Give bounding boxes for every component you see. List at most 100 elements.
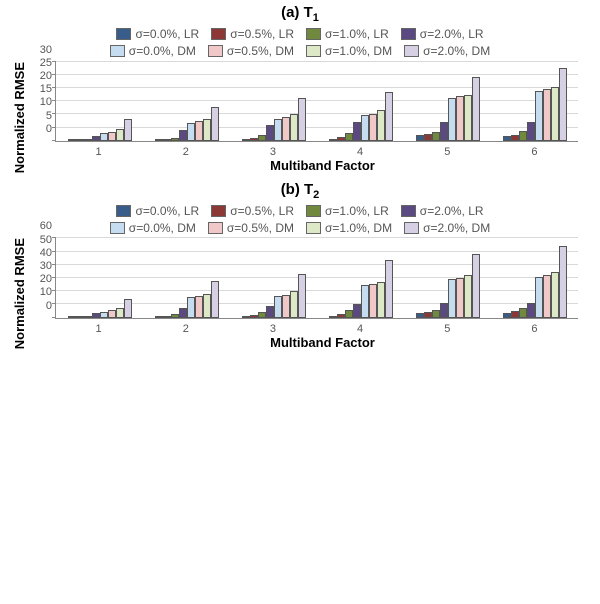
bar	[432, 310, 440, 318]
legend-item: σ=2.0%, LR	[401, 26, 484, 43]
bar	[472, 254, 480, 318]
y-tick-label: 10	[40, 96, 56, 108]
bar	[171, 138, 179, 141]
x-tick-label: 6	[491, 319, 578, 335]
bar	[385, 92, 393, 141]
y-tick-label: 60	[40, 220, 56, 232]
y-tick-label: 10	[40, 286, 56, 298]
legend-item: σ=0.5%, DM	[208, 43, 294, 60]
bar	[416, 313, 424, 318]
bar	[274, 119, 282, 141]
y-tick-label: 20	[40, 70, 56, 82]
bar	[179, 130, 187, 141]
legend-item: σ=2.0%, LR	[401, 203, 484, 220]
legend-item: σ=1.0%, DM	[306, 43, 392, 60]
bar	[345, 310, 353, 317]
bar	[464, 275, 472, 317]
y-tick-label: 5	[46, 110, 56, 122]
x-axis: 123456	[55, 142, 578, 158]
legend-label: σ=1.0%, DM	[325, 220, 392, 237]
bar	[527, 122, 535, 141]
bar	[551, 272, 559, 318]
plot-wrap: Normalized RMSE 0102030405060123456Multib…	[10, 238, 590, 349]
bar-group	[143, 62, 230, 141]
legend-item: σ=0.0%, DM	[110, 220, 196, 237]
figure-root: (a) T1σ=0.0%, LRσ=0.5%, LRσ=1.0%, LRσ=2.…	[0, 0, 600, 604]
bar	[329, 316, 337, 318]
bar	[385, 260, 393, 318]
bars	[155, 62, 219, 141]
bar	[361, 285, 369, 317]
x-axis: 123456	[55, 319, 578, 335]
bars	[68, 62, 132, 141]
bar	[377, 282, 385, 318]
legend-label: σ=0.0%, DM	[129, 43, 196, 60]
legend-swatch	[116, 205, 131, 217]
y-tick-label: 40	[40, 247, 56, 259]
bars	[416, 62, 480, 141]
bar	[195, 121, 203, 141]
bars	[68, 238, 132, 317]
bar	[155, 139, 163, 141]
legend-label: σ=1.0%, LR	[325, 26, 389, 43]
bar	[337, 137, 345, 141]
bar	[84, 139, 92, 141]
bar	[274, 296, 282, 318]
x-tick-label: 5	[404, 319, 491, 335]
bar	[519, 131, 527, 141]
bar	[448, 279, 456, 317]
plot-area: 0102030405060	[55, 238, 578, 318]
x-tick-label: 4	[317, 319, 404, 335]
bar	[155, 316, 163, 318]
bar	[535, 91, 543, 141]
panel-title: (a) T1	[10, 4, 590, 24]
panel-title-prefix: (b) T	[281, 181, 313, 198]
legend-label: σ=0.5%, LR	[230, 203, 294, 220]
bar	[432, 132, 440, 141]
y-tick-label: 30	[40, 260, 56, 272]
bar	[290, 291, 298, 317]
x-tick-label: 2	[142, 319, 229, 335]
bars	[329, 238, 393, 317]
legend-item: σ=2.0%, DM	[404, 43, 490, 60]
bar-group	[56, 62, 143, 141]
legend-label: σ=2.0%, DM	[423, 43, 490, 60]
bar-group	[491, 62, 578, 141]
legend-swatch	[208, 222, 223, 234]
legend-item: σ=1.0%, LR	[306, 26, 389, 43]
bar	[369, 284, 377, 318]
bar	[353, 304, 361, 317]
legend-swatch	[211, 28, 226, 40]
bars	[503, 238, 567, 317]
bar	[551, 87, 559, 141]
bar	[416, 135, 424, 141]
bar	[92, 136, 100, 141]
bar	[345, 133, 353, 141]
legend-label: σ=0.5%, DM	[227, 220, 294, 237]
bar	[298, 98, 306, 141]
panel-title-sub: 1	[313, 12, 319, 24]
bar	[258, 312, 266, 317]
y-tick-label: 50	[40, 234, 56, 246]
legend-swatch	[306, 28, 321, 40]
bar	[424, 312, 432, 318]
legend: σ=0.0%, LRσ=0.5%, LRσ=1.0%, LRσ=2.0%, LR…	[36, 26, 564, 60]
x-tick-label: 6	[491, 142, 578, 158]
x-tick-label: 5	[404, 142, 491, 158]
x-tick-label: 1	[55, 142, 142, 158]
bar	[511, 135, 519, 141]
bar	[116, 129, 124, 141]
legend-item: σ=1.0%, DM	[306, 220, 392, 237]
y-tick-label: 0	[46, 300, 56, 312]
legend-swatch	[401, 205, 416, 217]
bar-group	[143, 238, 230, 317]
y-axis-label: Normalized RMSE	[10, 238, 27, 349]
bar	[187, 123, 195, 141]
bar	[108, 132, 116, 141]
x-axis-label: Multiband Factor	[55, 335, 590, 350]
bar	[424, 134, 432, 141]
bar	[456, 278, 464, 318]
bars	[329, 62, 393, 141]
y-tick-label: 20	[40, 273, 56, 285]
bar	[195, 296, 203, 318]
